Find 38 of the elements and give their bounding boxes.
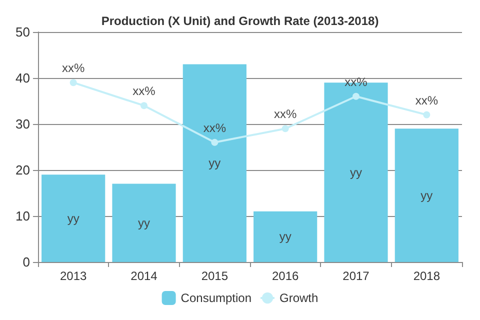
data-label: xx% xyxy=(62,61,85,76)
bar xyxy=(42,174,106,262)
data-label: yy xyxy=(138,216,150,230)
x-tick-label: 2014 xyxy=(130,269,158,283)
y-tick-label: 40 xyxy=(16,70,30,86)
point xyxy=(70,79,77,86)
x-tick-label: 2013 xyxy=(60,269,88,283)
bar xyxy=(254,211,318,262)
data-label: xx% xyxy=(415,93,438,108)
legend-label: Growth xyxy=(280,291,318,305)
point xyxy=(352,92,360,100)
x-tick-label: 2016 xyxy=(272,269,300,283)
data-label: yy xyxy=(279,230,292,244)
x-tick-label: 2015 xyxy=(201,269,228,283)
data-label: yy xyxy=(420,188,433,202)
point xyxy=(140,102,148,110)
y-tick-label: 10 xyxy=(16,208,30,224)
x-tick-label: 2017 xyxy=(342,269,370,283)
chart-title: Production (X Unit) and Growth Rate (2013-2018) xyxy=(101,14,379,28)
y-tick-label: 30 xyxy=(16,116,30,132)
data-label: yy xyxy=(208,156,221,170)
data-label: yy xyxy=(350,165,362,180)
data-label: xx% xyxy=(274,107,297,122)
legend-label: Consumption xyxy=(180,291,252,305)
data-label: yy xyxy=(67,211,80,226)
bar xyxy=(182,64,246,262)
point xyxy=(423,111,430,118)
y-tick-label: 20 xyxy=(16,162,30,178)
data-label: xx% xyxy=(344,74,368,89)
bar xyxy=(394,128,458,262)
point xyxy=(282,125,289,132)
y-tick-label: 50 xyxy=(16,24,30,40)
bar xyxy=(112,184,176,262)
data-label: xx% xyxy=(132,84,156,98)
y-tick-label: 0 xyxy=(22,254,30,270)
x-tick-label: 2018 xyxy=(413,269,440,283)
point xyxy=(211,138,218,146)
data-label: xx% xyxy=(203,120,226,135)
